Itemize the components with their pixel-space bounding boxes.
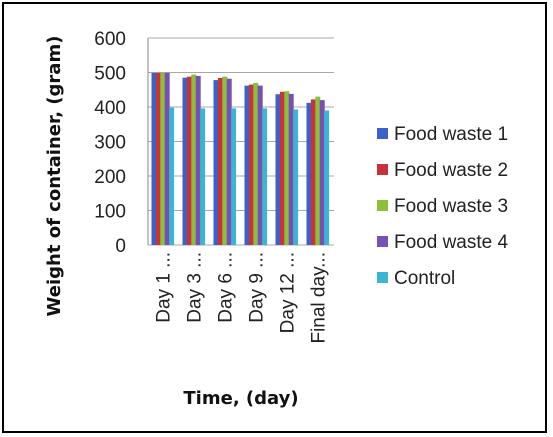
bar <box>306 102 312 245</box>
bar <box>315 96 321 246</box>
bar <box>182 77 188 245</box>
bar <box>155 72 161 245</box>
bar <box>213 80 219 245</box>
y-tick-label: 500 <box>94 64 126 85</box>
bar <box>293 109 299 245</box>
bar <box>288 93 294 245</box>
y-tick-label: 300 <box>94 133 126 154</box>
bar <box>279 91 285 245</box>
bar <box>284 91 290 245</box>
y-tick-label: 200 <box>94 167 126 188</box>
x-tick-label: Day 12 ... <box>278 252 299 333</box>
bar <box>164 72 170 245</box>
y-axis-label: Weight of container, (gram) <box>44 36 65 317</box>
bar <box>186 76 192 245</box>
bar <box>226 78 232 246</box>
bar <box>310 99 316 245</box>
legend-swatch <box>377 164 388 175</box>
bar <box>217 78 223 246</box>
bar <box>248 84 254 245</box>
legend-label: Food waste 3 <box>394 196 508 217</box>
bar <box>191 74 197 245</box>
x-tick-label: Day 6 ... <box>216 252 237 323</box>
x-tick-label: Day 9 ... <box>247 252 268 323</box>
legend-label: Food waste 4 <box>394 232 508 253</box>
legend-swatch <box>377 272 388 283</box>
bar <box>200 108 206 245</box>
bar <box>257 85 263 245</box>
bar <box>262 108 268 245</box>
legend: Food waste 1 Food waste 2 Food waste 3 Food… <box>377 124 508 289</box>
y-tick-label: 400 <box>94 98 126 119</box>
y-tick-label: 100 <box>94 202 126 223</box>
legend-label: Food waste 1 <box>394 124 508 145</box>
bar <box>244 85 250 245</box>
bar <box>222 76 228 245</box>
y-tick-label: 600 <box>94 29 126 50</box>
x-tick-label: Day 1 ... <box>154 252 175 323</box>
bar <box>151 72 157 245</box>
legend-swatch <box>377 128 388 139</box>
bar <box>160 72 166 245</box>
legend-swatch <box>377 200 388 211</box>
x-tick-label: Day 3 ... <box>185 252 206 323</box>
legend-label: Food waste 2 <box>394 160 508 181</box>
bar <box>231 108 237 245</box>
y-tick-label: 0 <box>115 236 126 257</box>
legend-label: Control <box>394 268 455 289</box>
legend-swatch <box>377 236 388 247</box>
x-tick-label: Final day... <box>309 252 330 344</box>
bar <box>169 107 175 245</box>
bar <box>275 94 281 245</box>
x-axis-label: Time, (day) <box>183 388 298 409</box>
bar <box>195 75 201 245</box>
bar <box>324 110 330 245</box>
bar <box>319 100 325 245</box>
bar <box>253 82 259 245</box>
